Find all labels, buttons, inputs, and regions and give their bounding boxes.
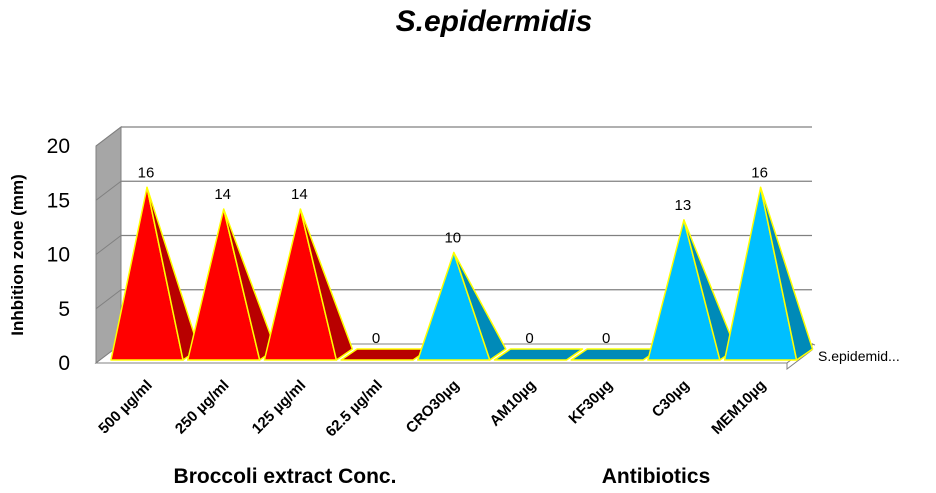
bar [417,251,507,361]
gridline-side [95,235,122,255]
data-label: 16 [751,164,768,181]
data-label: 13 [675,197,692,214]
bar [110,186,200,361]
bar-side [759,186,814,361]
gridline-side [95,289,122,310]
y-tick-label: 0 [58,352,70,375]
data-label: 0 [602,330,610,347]
bar [493,348,584,361]
x-tick-label: MEM10µg [708,377,769,438]
bar [186,208,277,361]
x-tick-label: KF30µg [565,377,616,428]
data-label: 14 [214,186,231,203]
bar-side [453,251,507,361]
bar [263,208,354,361]
y-tick-label: 10 [47,244,70,267]
bar [570,348,660,361]
data-label: 10 [444,230,461,247]
data-label: 0 [372,330,380,347]
group-label-extract: Broccoli extract Conc. [174,465,397,488]
x-axis-ticks: 500 µg/ml 250 µg/ml 125 µg/ml 62.5 µg/ml CRO… [95,377,769,441]
data-label: 16 [138,164,155,181]
x-tick-label: C30µg [649,377,693,421]
group-label-antibiotics: Antibiotics [602,465,711,488]
gridline-side [95,180,122,201]
depth-axis-tick [811,343,816,346]
x-tick-label: 500 µg/ml [95,377,156,438]
x-tick-label: CRO30µg [403,377,463,437]
y-tick-label: 15 [47,189,70,212]
bar-flat [493,348,584,361]
data-label: 0 [525,330,533,347]
bar-flat [570,348,660,361]
bar [723,186,814,361]
x-tick-label: 62.5 µg/ml [322,377,386,441]
depth-axis-label: S.epidemid... [818,348,900,364]
y-axis-label: Inhbition zone (mm) [8,174,27,335]
bar [340,348,430,361]
x-tick-label: AM10µg [486,377,539,430]
x-tick-label: 125 µg/ml [249,377,310,438]
y-tick-label: 5 [58,298,70,321]
bar-flat [340,348,430,361]
chart-bars [110,186,814,361]
bar-side [299,208,354,361]
x-tick-label: 250 µg/ml [172,377,233,438]
y-tick-label: 20 [47,135,70,158]
y-axis-ticks: 0 5 10 15 20 [47,135,70,375]
data-label: 14 [291,186,308,203]
data-labels: 16 14 14 0 10 0 0 13 16 [138,164,768,347]
chart-title: S.epidermidis [396,5,593,38]
gridline-side [95,126,122,147]
